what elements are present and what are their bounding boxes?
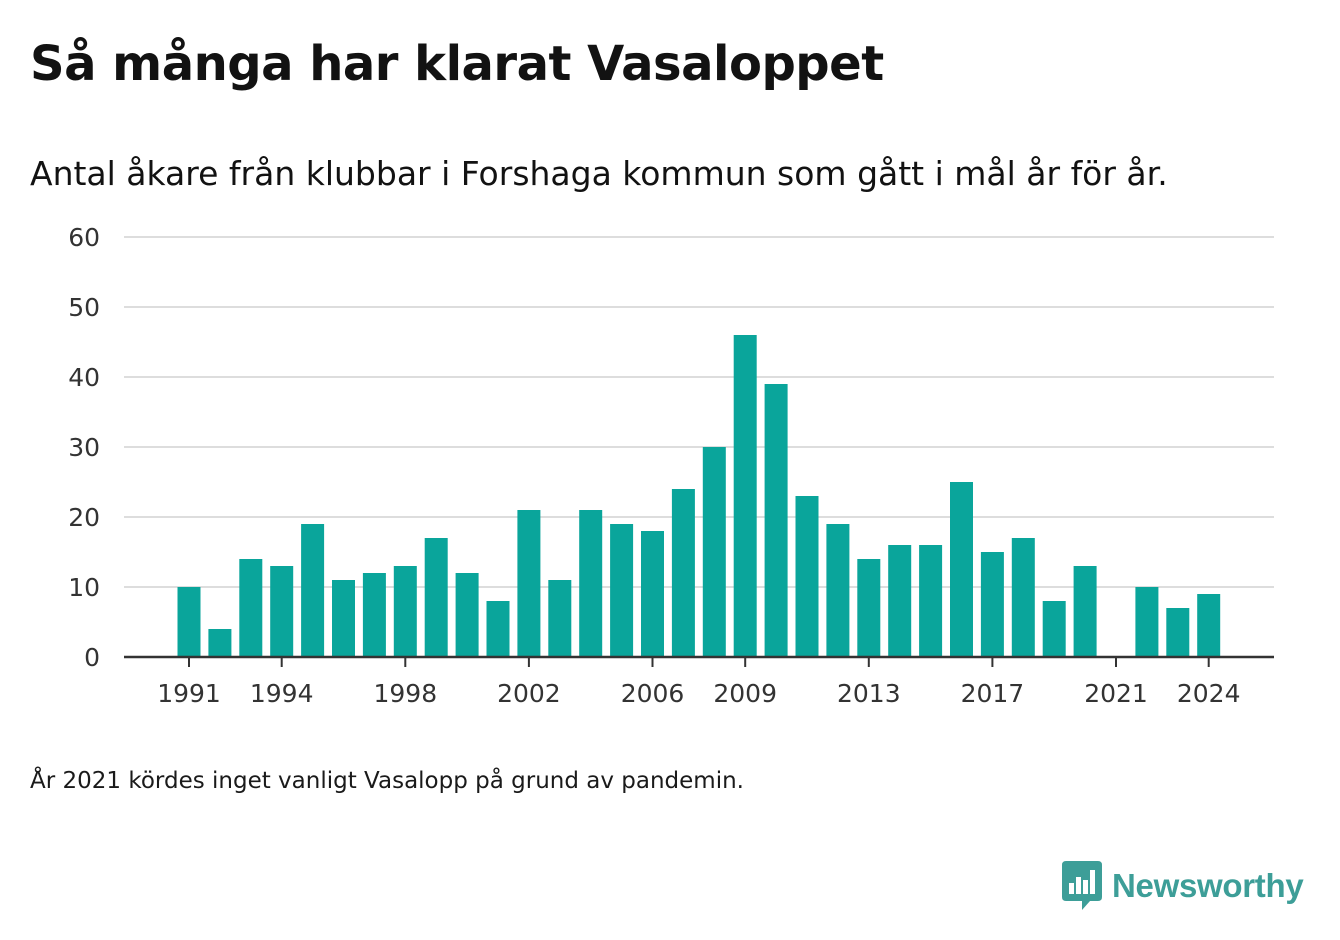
bar-2012 [826, 524, 850, 657]
bar-2003 [548, 580, 572, 657]
x-tick-label: 2009 [713, 679, 777, 708]
bars [177, 335, 1221, 657]
bar-1998 [393, 566, 417, 657]
y-tick-label: 50 [68, 293, 100, 322]
bar-2014 [888, 545, 912, 657]
brand-logo[interactable]: Newsworthy [1062, 860, 1304, 912]
bar-2019 [1042, 601, 1066, 657]
bar-2007 [671, 489, 695, 657]
bar-2009 [733, 335, 757, 657]
x-tick-label: 2021 [1084, 679, 1148, 708]
bar-2001 [486, 601, 510, 657]
y-tick-label: 20 [68, 503, 100, 532]
bar-1992 [208, 629, 232, 657]
gridlines [124, 236, 1274, 588]
bar-2000 [455, 573, 479, 657]
bar-1997 [362, 573, 386, 657]
x-tick-label: 1998 [373, 679, 437, 708]
bar-1996 [332, 580, 355, 657]
bar-1991 [177, 587, 201, 657]
newsworthy-logo-icon [1062, 861, 1102, 910]
x-tick-label: 2017 [961, 679, 1025, 708]
x-tick-label: 2024 [1177, 679, 1241, 708]
chart-subtitle: Antal åkare från klubbar i Forshaga komm… [30, 154, 1168, 193]
bar-1995 [301, 524, 325, 657]
y-tick-label: 30 [68, 433, 100, 462]
y-axis-ticks: 0 10 20 30 40 50 60 [68, 223, 100, 672]
y-tick-label: 10 [68, 573, 100, 602]
bar-2011 [795, 496, 819, 657]
bar-2004 [579, 510, 603, 657]
bar-2023 [1166, 608, 1190, 657]
bar-2020 [1073, 566, 1097, 657]
bar-2018 [1011, 538, 1035, 657]
bar-2022 [1135, 587, 1159, 657]
bar-2010 [764, 384, 788, 657]
bar-1999 [424, 538, 448, 657]
bar-2008 [702, 447, 726, 657]
footnote: År 2021 kördes inget vanligt Vasalopp på… [30, 768, 744, 794]
bar-2013 [857, 559, 881, 657]
bar-2006 [641, 531, 664, 657]
y-tick-label: 0 [84, 643, 100, 672]
bar-2016 [950, 482, 973, 657]
x-tick-label: 2002 [497, 679, 561, 708]
bar-2015 [919, 545, 943, 657]
bar-1993 [239, 559, 263, 657]
bar-2017 [980, 552, 1004, 657]
x-tick-label: 1994 [250, 679, 314, 708]
bar-2005 [610, 524, 634, 657]
x-tick-label: 2013 [837, 679, 901, 708]
x-tick-label: 1991 [157, 679, 221, 708]
x-axis-ticks: 1991 1994 1998 2002 2006 2009 2013 2017 2021 2024 [157, 657, 1241, 708]
y-tick-label: 40 [68, 363, 100, 392]
bar-1994 [270, 566, 294, 657]
bar-chart: 0 10 20 30 40 50 60 1991 1994 1998 2002 2006 2009 20… [68, 223, 1274, 708]
y-tick-label: 60 [68, 223, 100, 252]
x-tick-label: 2006 [621, 679, 685, 708]
chart-title: Så många har klarat Vasaloppet [30, 36, 884, 92]
bar-2002 [517, 510, 541, 657]
bar-2024 [1197, 594, 1221, 657]
brand-name: Newsworthy [1112, 867, 1304, 904]
